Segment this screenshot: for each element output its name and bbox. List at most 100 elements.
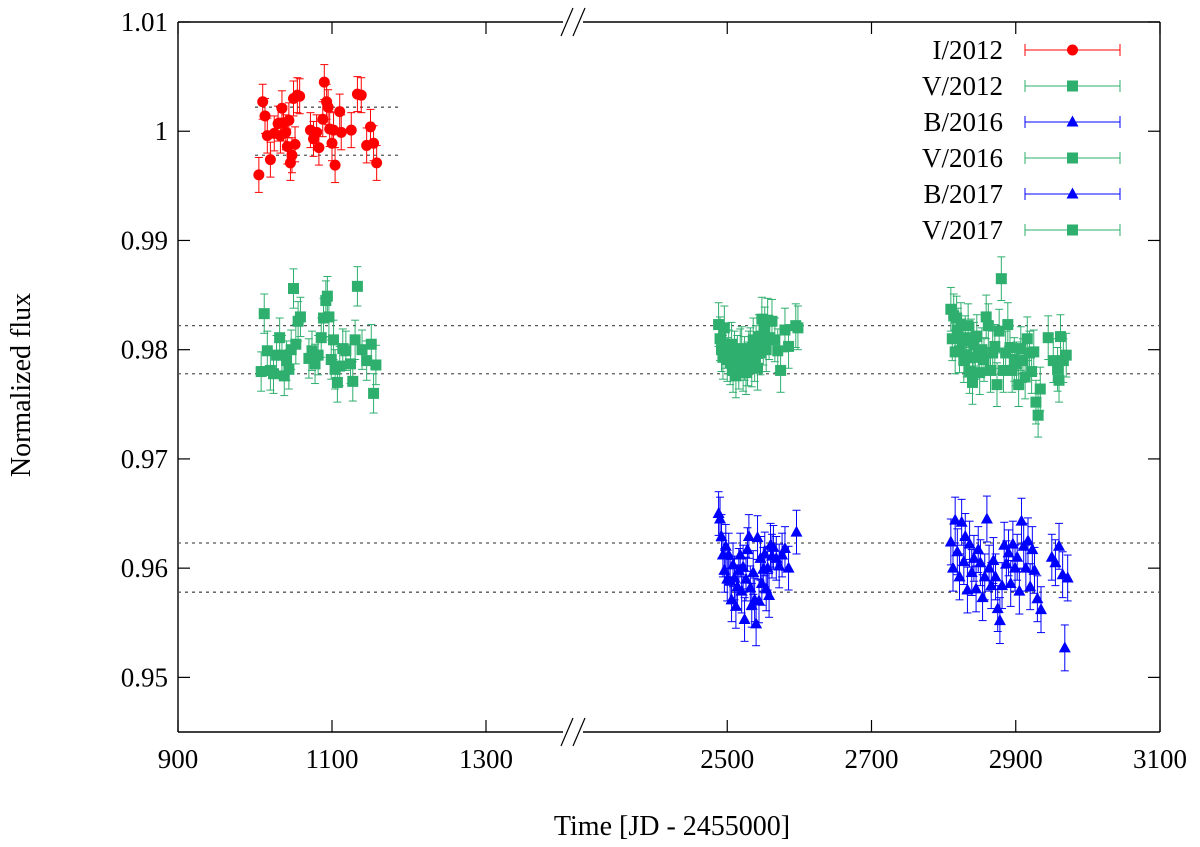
data-point	[329, 147, 341, 184]
point-marker	[368, 137, 380, 149]
data-point	[335, 114, 347, 151]
point-marker	[963, 537, 976, 549]
point-marker	[772, 345, 784, 357]
point-marker	[365, 121, 376, 133]
data-point	[334, 93, 346, 130]
legend-label: B/2017	[923, 179, 1003, 209]
data-point	[1060, 332, 1072, 378]
data-point	[1031, 575, 1044, 623]
point-marker	[351, 280, 363, 292]
legend-entry: B/2017	[923, 179, 1121, 209]
data-point	[322, 89, 334, 126]
point-marker	[365, 338, 377, 350]
point-marker	[735, 584, 748, 596]
point-marker	[766, 315, 778, 327]
point-marker	[334, 106, 346, 118]
point-marker	[749, 354, 761, 366]
point-marker	[753, 331, 765, 343]
point-marker	[775, 364, 787, 376]
data-point	[947, 544, 960, 592]
point-marker	[968, 338, 980, 350]
point-marker	[792, 322, 804, 334]
point-marker	[741, 543, 754, 555]
point-marker	[782, 561, 795, 573]
data-point	[371, 144, 383, 181]
y-tick-label: 1.01	[121, 7, 168, 37]
point-marker	[1028, 563, 1041, 575]
point-marker	[714, 512, 727, 524]
point-marker	[306, 345, 318, 357]
axis-break-slash	[560, 717, 574, 747]
data-point	[782, 545, 795, 591]
point-marker	[953, 570, 966, 582]
data-point	[288, 268, 299, 309]
data-point	[351, 266, 363, 307]
data-point	[1034, 586, 1047, 634]
data-point	[712, 491, 725, 536]
point-marker	[779, 324, 791, 336]
point-marker	[1015, 343, 1027, 355]
data-point	[370, 344, 382, 386]
x-axis-label: Time [JD - 2455000]	[554, 811, 790, 842]
point-marker	[722, 548, 735, 560]
point-marker	[991, 602, 1004, 614]
data-point	[980, 495, 993, 543]
point-marker	[959, 529, 972, 541]
point-marker	[961, 583, 974, 595]
series-v-2017	[945, 256, 1072, 438]
data-point	[974, 539, 987, 587]
point-marker	[740, 367, 752, 379]
data-point	[328, 319, 340, 361]
point-marker	[329, 159, 341, 171]
point-marker	[754, 347, 766, 359]
point-marker	[747, 334, 759, 346]
y-tick-label: 0.99	[121, 225, 168, 255]
data-point	[738, 597, 751, 642]
point-marker	[962, 320, 974, 332]
point-marker	[985, 579, 998, 591]
x-tick-label: 2700	[845, 744, 899, 774]
point-marker	[974, 367, 986, 379]
data-point	[967, 534, 980, 582]
point-marker	[334, 360, 346, 372]
data-point	[995, 256, 1007, 302]
point-marker	[253, 169, 265, 181]
data-point	[959, 513, 972, 560]
point-marker	[1011, 550, 1024, 562]
point-marker	[345, 124, 357, 136]
legend-label: I/2012	[933, 35, 1004, 65]
point-marker	[1031, 592, 1044, 604]
point-marker	[987, 554, 1000, 566]
point-marker	[760, 344, 772, 356]
point-marker	[756, 313, 768, 325]
point-marker	[725, 593, 738, 605]
point-marker	[1022, 534, 1035, 546]
point-marker	[759, 323, 771, 335]
data-point	[289, 126, 301, 163]
data-point	[980, 294, 992, 340]
data-point	[991, 362, 1003, 407]
point-marker	[280, 126, 292, 138]
point-marker	[1052, 363, 1064, 375]
point-marker	[790, 525, 803, 537]
point-marker	[1006, 537, 1019, 549]
point-marker	[1015, 514, 1028, 526]
data-point	[258, 293, 270, 334]
point-marker	[742, 529, 755, 541]
point-marker	[955, 515, 968, 527]
point-marker	[757, 337, 769, 349]
point-marker	[726, 338, 738, 350]
point-marker	[267, 368, 279, 380]
point-marker	[970, 582, 983, 594]
data-point	[1028, 546, 1041, 594]
legend-marker	[1066, 115, 1079, 127]
point-marker	[294, 90, 306, 102]
point-marker	[976, 344, 988, 356]
point-marker	[727, 558, 740, 570]
point-marker	[763, 332, 775, 344]
point-marker	[730, 370, 742, 382]
point-marker	[974, 556, 987, 568]
point-marker	[987, 347, 999, 359]
point-marker	[980, 512, 993, 524]
